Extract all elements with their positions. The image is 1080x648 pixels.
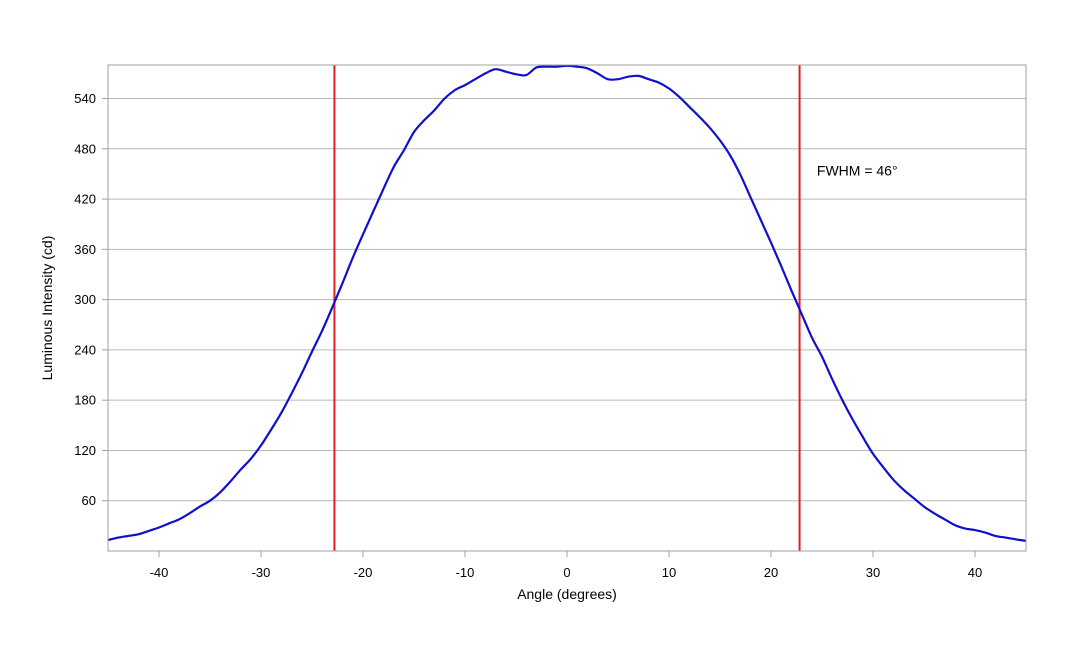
x-tick-label: 40: [968, 565, 982, 580]
y-tick-label: 420: [74, 192, 96, 207]
x-tick-label: -40: [150, 565, 169, 580]
y-tick-label: 240: [74, 342, 96, 357]
x-tick-label: 30: [866, 565, 880, 580]
series-line: [107, 64, 1027, 542]
x-tick-label: -10: [456, 565, 475, 580]
x-axis-title: Angle (degrees): [517, 586, 617, 602]
x-tick-label: -20: [354, 565, 373, 580]
x-tick-label: 20: [764, 565, 778, 580]
plot-frame: [107, 64, 1027, 552]
y-tick-label: 540: [74, 91, 96, 106]
y-tick-label: 60: [82, 493, 96, 508]
x-tick-label: 10: [662, 565, 676, 580]
y-tick-label: 360: [74, 242, 96, 257]
plot-background: [108, 65, 1026, 551]
x-tick-label: -30: [252, 565, 271, 580]
y-axis-title: Luminous Intensity (cd): [39, 236, 55, 381]
y-axis: 60 120 180 240 300 360 420 480 540: [74, 91, 108, 508]
x-tick-label: 0: [563, 565, 570, 580]
y-tick-label: 120: [74, 443, 96, 458]
y-tick-label: 300: [74, 292, 96, 307]
x-axis: -40 -30 -20 -10 0 10 20 30 40: [150, 551, 982, 580]
y-tick-label: 480: [74, 141, 96, 156]
fwhm-annotation: FWHM = 46°: [817, 163, 898, 179]
gridlines: [108, 98, 1026, 502]
y-tick-label: 180: [74, 393, 96, 408]
